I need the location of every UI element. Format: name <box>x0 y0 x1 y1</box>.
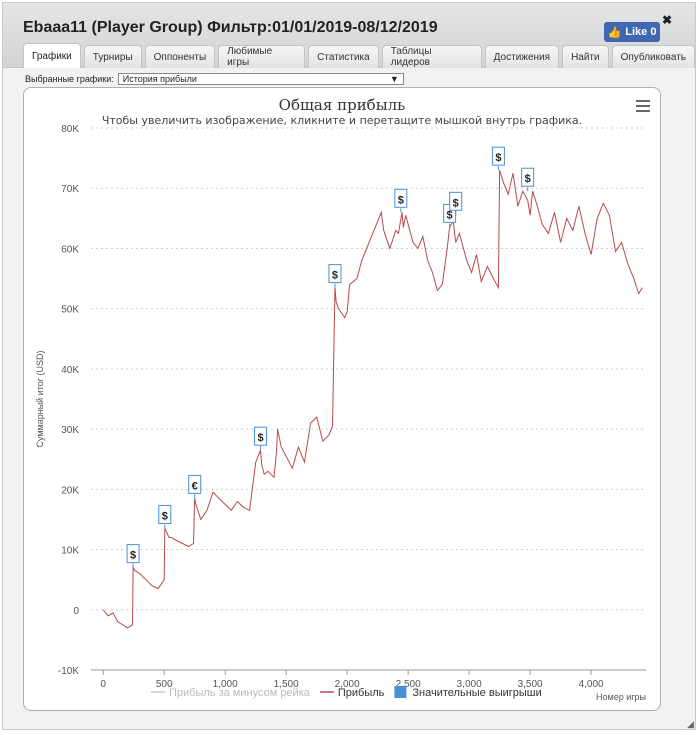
big-win-flag <box>394 188 408 208</box>
tab-bar: Графики Турниры Оппоненты Любимые игры С… <box>23 43 695 68</box>
tab-search[interactable]: Найти <box>562 45 609 68</box>
legend-swatch <box>394 686 407 698</box>
big-win-label: $ <box>495 152 501 164</box>
y-tick-label: 50K <box>61 305 79 316</box>
facebook-like-button[interactable]: 👍 Like 0 <box>604 22 660 42</box>
tab-leaderboards[interactable]: Таблицы лидеров <box>381 45 482 68</box>
x-tick-label: 500 <box>156 679 173 690</box>
thumbs-up-icon: 👍 <box>607 26 622 39</box>
big-win-flag <box>254 426 268 446</box>
big-win-label: $ <box>453 197 459 209</box>
y-tick-label: -10K <box>58 666 79 677</box>
big-win-marker: $ <box>254 426 268 451</box>
y-tick-label: 70K <box>61 184 79 195</box>
big-win-label: $ <box>130 550 136 562</box>
chart-panel[interactable]: Общая прибыль Чтобы увеличить изображени… <box>23 87 661 711</box>
x-tick-label: 0 <box>100 679 106 690</box>
tab-charts[interactable]: Графики <box>23 43 81 68</box>
dropdown-arrow-icon: ▼ <box>389 74 399 84</box>
chart-title: Общая прибыль <box>278 96 406 114</box>
y-tick-label: 0 <box>73 606 79 617</box>
y-tick-label: 80K <box>61 124 79 135</box>
y-tick-label: 20K <box>61 485 79 496</box>
big-win-flag <box>491 146 505 166</box>
big-win-flag <box>158 504 172 524</box>
close-icon[interactable]: ✖ <box>662 13 673 27</box>
chart-selector-label: Выбранные графики: <box>25 74 114 84</box>
big-win-marker: $ <box>158 504 172 529</box>
chart-select-value: История прибыли <box>122 74 197 84</box>
tab-achievements[interactable]: Достижения <box>484 45 560 68</box>
tab-statistics[interactable]: Статистика <box>308 45 379 68</box>
like-label: Like 0 <box>625 26 657 38</box>
x-axis-label: Номер игры <box>596 692 646 702</box>
chart-svg[interactable]: -10K 0 10K 20K 30K 40K 50K 60K 70K 80K 0 500 1,000 1,… <box>24 88 660 710</box>
x-tick-label: 4,000 <box>579 679 604 690</box>
big-win-flag <box>521 167 535 187</box>
tab-tournaments[interactable]: Турниры <box>83 45 142 68</box>
legend-label: Прибыль за минусом рейка <box>169 687 311 699</box>
legend-label: Прибыль <box>338 687 385 699</box>
y-axis-label: Суммарный итог (USD) <box>35 350 45 447</box>
big-win-label: $ <box>525 173 531 185</box>
x-tick-label: 3,500 <box>518 679 543 690</box>
big-win-marker: $ <box>126 544 140 568</box>
x-tick-label: 1,000 <box>213 679 238 690</box>
y-tick-label: 40K <box>61 365 79 376</box>
big-win-label: $ <box>162 510 168 522</box>
big-win-flag <box>126 544 140 564</box>
big-win-label: $ <box>447 209 453 221</box>
big-win-marker: $ <box>394 188 408 213</box>
tab-publish[interactable]: Опубликовать <box>611 45 695 68</box>
big-win-marker: $ <box>521 167 535 192</box>
legend-label: Значительные выигрыши <box>412 687 541 699</box>
y-tick-label: 10K <box>61 546 79 557</box>
window-title: Ebaaa11 (Player Group) Фильтр:01/01/2019… <box>23 19 438 36</box>
chart-selector-row: Выбранные графики: История прибыли ▼ <box>25 73 404 85</box>
big-win-label: $ <box>257 432 263 444</box>
legend-item: Прибыль за минусом рейка <box>151 687 311 699</box>
chart-menu-icon[interactable] <box>636 100 650 112</box>
chart-subtitle: Чтобы увеличить изображение, кликните и … <box>101 114 583 127</box>
profit-series-line <box>102 170 643 629</box>
x-tick-label: 2,000 <box>335 679 360 690</box>
x-tick-label: 3,000 <box>457 679 482 690</box>
tab-favorite-games[interactable]: Любимые игры <box>218 45 306 68</box>
big-win-marker: € <box>188 474 202 499</box>
y-tick-label: 60K <box>61 244 79 255</box>
big-win-label: $ <box>332 270 338 282</box>
big-win-flag <box>328 264 342 284</box>
big-win-marker: $ <box>449 191 463 216</box>
tab-opponents[interactable]: Оппоненты <box>144 45 216 68</box>
big-win-label: $ <box>398 194 404 206</box>
x-tick-label: 2,500 <box>396 679 421 690</box>
legend-item: Значительные выигрыши <box>394 686 542 699</box>
big-win-label: € <box>192 480 198 492</box>
chart-select[interactable]: История прибыли ▼ <box>117 73 404 85</box>
x-tick-label: 1,500 <box>274 679 299 690</box>
big-win-marker: $ <box>328 264 342 288</box>
big-win-flag <box>449 191 463 211</box>
y-tick-label: 30K <box>61 425 79 436</box>
big-win-marker: $ <box>491 146 505 171</box>
resize-grip-icon[interactable]: ◢ <box>687 719 694 729</box>
big-win-flag <box>188 474 202 494</box>
legend-item: Прибыль <box>319 687 385 699</box>
window-header: Ebaaa11 (Player Group) Фильтр:01/01/2019… <box>3 3 695 68</box>
